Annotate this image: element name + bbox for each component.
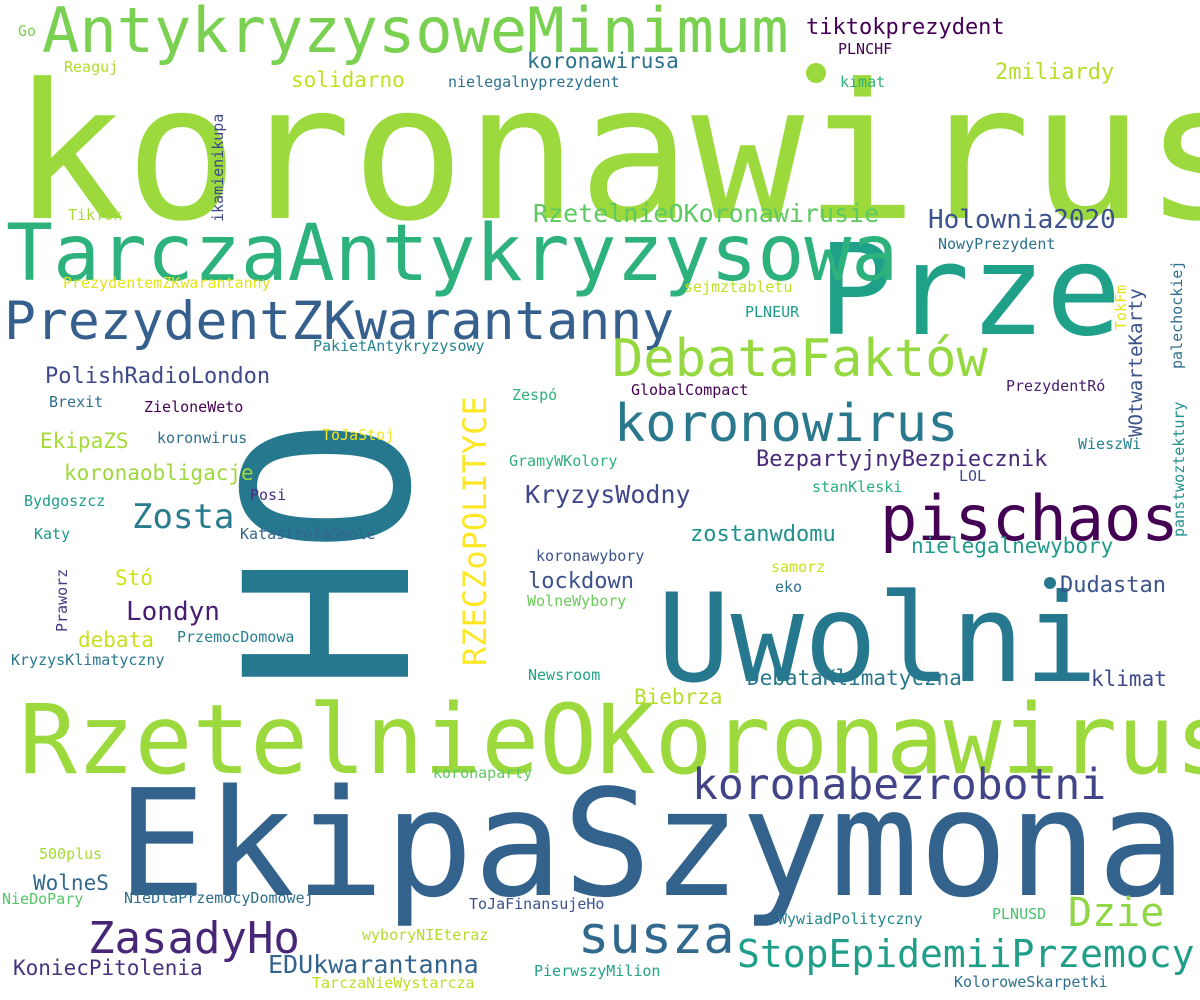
word-panstwoztektury[interactable]: panstwoztektury	[1170, 401, 1188, 537]
word-zespo[interactable]: Zespó	[512, 386, 558, 404]
word-edukwarantanna[interactable]: EDUkwarantanna	[268, 950, 479, 979]
word-stopepidemiiprzemocy[interactable]: StopEpidemiiPrzemocy	[737, 932, 1195, 976]
word-uwolni[interactable]: Uwolni	[657, 568, 1098, 710]
word-solidarno[interactable]: solidarno	[291, 68, 405, 92]
word-koronawybory[interactable]: koronawybory	[536, 547, 645, 565]
word-koronabezrobotni[interactable]: koronabezrobotni	[692, 760, 1107, 810]
word-niedlaprzemocydomowej[interactable]: NieDlaPrzemocyDomowej	[124, 889, 314, 907]
word-nielegalnewybory[interactable]: nielegalnewybory	[911, 534, 1114, 558]
word-500plus[interactable]: 500plus	[39, 845, 103, 863]
word-newsroom[interactable]: Newsroom	[528, 666, 601, 684]
word-tarczaantykryzysowa[interactable]: TarczaAntykryzysowa	[6, 209, 899, 299]
word-pakietantykryzysowy[interactable]: PakietAntykryzysowy	[313, 337, 485, 355]
word-kryzyswodny[interactable]: KryzysWodny	[525, 480, 691, 509]
word-bydgoszcz[interactable]: Bydgoszcz	[24, 492, 106, 510]
word-lol[interactable]: LOL	[959, 467, 987, 485]
word-tarczaniewystarcza[interactable]: TarczaNieWystarcza	[312, 974, 475, 992]
word-nowyprezydent[interactable]: NowyPrezydent	[938, 235, 1056, 253]
word-rzetelnieokoronawirus[interactable]: RzetelnieOKoronawirus	[19, 684, 1200, 796]
word-sejmztabletu[interactable]: sejmztabletu	[684, 278, 793, 296]
word-tojastoj[interactable]: ToJaStoj	[322, 426, 395, 444]
word-nielegalnyprezydent[interactable]: nielegalnyprezydent	[448, 73, 620, 91]
word-niedopary[interactable]: NieDoPary	[2, 890, 84, 908]
word-zieloneweto[interactable]: ZieloneWeto	[144, 398, 244, 416]
word-antykryzysoweminimum[interactable]: AntykryzysoweMinimum	[42, 0, 789, 67]
word-sto[interactable]: Stó	[115, 566, 153, 590]
word-pischaos[interactable]: pischaos	[880, 482, 1179, 555]
word-ekipazs[interactable]: EkipaZS	[40, 429, 129, 453]
word-ikamienikupa[interactable]: ikamienikupa	[209, 113, 227, 222]
word-dudastan[interactable]: Dudastan	[1060, 573, 1166, 598]
word-tiktokprezydent[interactable]: tiktokprezydent	[806, 15, 1005, 40]
word-rzeczopolityce[interactable]: RZECZoPOLITYCE	[456, 396, 494, 666]
word-lockdown[interactable]: lockdown	[528, 569, 634, 594]
word-palechockiej[interactable]: palechockiej	[1168, 260, 1186, 369]
word-tokfm[interactable]: TokFm	[1112, 284, 1130, 330]
word-biebrza[interactable]: Biebrza	[634, 685, 723, 709]
word-eko[interactable]: eko	[775, 578, 803, 596]
word-prezydentemzkwarantanny[interactable]: PrezydentemZKwarantanny	[63, 274, 271, 292]
word-plnchf[interactable]: PLNCHF	[838, 40, 893, 58]
word-katastrofasmole[interactable]: KatastrofaSmole	[240, 525, 376, 543]
word-2miliardy[interactable]: 2miliardy	[995, 60, 1115, 85]
word-koronawirusa[interactable]: koronawirusa	[527, 49, 679, 73]
word-katy[interactable]: Katy	[34, 525, 71, 543]
word-wolnes[interactable]: WolneS	[33, 871, 109, 895]
word-praworz[interactable]: Praworz	[53, 568, 71, 632]
word-wieszwi[interactable]: WieszWi	[1078, 435, 1142, 453]
word-prezydentro[interactable]: PrezydentRó	[1006, 377, 1106, 395]
dot-teal	[1044, 577, 1056, 589]
word-ekipaszymona[interactable]: EkipaSzymona	[117, 758, 1187, 930]
word-rzetelnieokoronawirusie[interactable]: RzetelnieOKoronawirusie	[533, 199, 880, 228]
word-dzie[interactable]: Dzie	[1068, 890, 1165, 936]
word-koronawirus[interactable]: koronawirus	[12, 44, 1200, 263]
word-debatafaktow[interactable]: DebataFaktów	[612, 329, 988, 389]
word-prze[interactable]: Prze	[818, 217, 1122, 364]
word-bezpartyjnybezpiecznik[interactable]: BezpartyjnyBezpiecznik	[756, 447, 1048, 472]
word-wyborynieteraz[interactable]: wyboryNIEteraz	[362, 926, 489, 944]
word-koronaobligacje[interactable]: koronaobligacje	[64, 461, 254, 485]
word-go[interactable]: Go	[18, 22, 37, 40]
word-koronowirus[interactable]: koronowirus	[614, 394, 959, 454]
word-przemocdomowa[interactable]: PrzemocDomowa	[177, 628, 295, 646]
word-plnusd[interactable]: PLNUSD	[992, 905, 1047, 923]
word-koniecpitolenia[interactable]: KoniecPitolenia	[13, 956, 203, 980]
word-koronwirus[interactable]: koronwirus	[157, 429, 248, 447]
word-klimat[interactable]: klimat	[1091, 667, 1167, 691]
word-posi[interactable]: Posi	[250, 486, 287, 504]
word-debataklimatyczna[interactable]: DebataKlimatyczna	[747, 666, 962, 690]
word-brexit[interactable]: Brexit	[49, 393, 104, 411]
word-zostanwdomu[interactable]: zostanwdomu	[690, 522, 836, 547]
word-prezydentzkwarantanny[interactable]: PrezydentZKwarantanny	[4, 291, 675, 352]
word-samorz[interactable]: samorz	[771, 558, 826, 576]
word-globalcompact[interactable]: GlobalCompact	[631, 381, 749, 399]
dot-green	[806, 63, 826, 83]
word-reaguj[interactable]: Reaguj	[64, 58, 119, 76]
word-koronaparty[interactable]: koronaparty	[433, 764, 533, 782]
word-ho[interactable]: HO	[196, 417, 462, 692]
word-tojafinansujeho[interactable]: ToJaFinansujeHo	[469, 895, 605, 913]
word-tiktok[interactable]: TikTok	[68, 206, 123, 224]
word-londyn[interactable]: Londyn	[126, 597, 220, 627]
word-kolorowesk[interactable]: KoloroweSkarpetki	[954, 973, 1108, 991]
word-kimat[interactable]: kimat	[840, 73, 886, 91]
word-kryzysklimatyczny[interactable]: KryzysKlimatyczny	[11, 651, 165, 669]
word-polishradiolondon[interactable]: PolishRadioLondon	[45, 364, 271, 389]
word-wywiadpolityczny[interactable]: WywiadPolityczny	[778, 910, 923, 928]
word-gramywkolory[interactable]: GramyWKolory	[509, 452, 618, 470]
word-pierwszymilion[interactable]: PierwszyMilion	[534, 962, 661, 980]
word-wolnewybory[interactable]: WolneWybory	[527, 592, 627, 610]
word-susza[interactable]: susza	[578, 906, 735, 966]
word-stankleski[interactable]: stanKleski	[812, 478, 903, 496]
word-debata[interactable]: debata	[78, 628, 154, 652]
word-plneur[interactable]: PLNEUR	[745, 303, 800, 321]
word-holownia2020[interactable]: Holownia2020	[928, 205, 1116, 235]
word-zosta[interactable]: Zosta	[132, 497, 235, 537]
word-zasadyho[interactable]: ZasadyHo	[88, 913, 300, 964]
